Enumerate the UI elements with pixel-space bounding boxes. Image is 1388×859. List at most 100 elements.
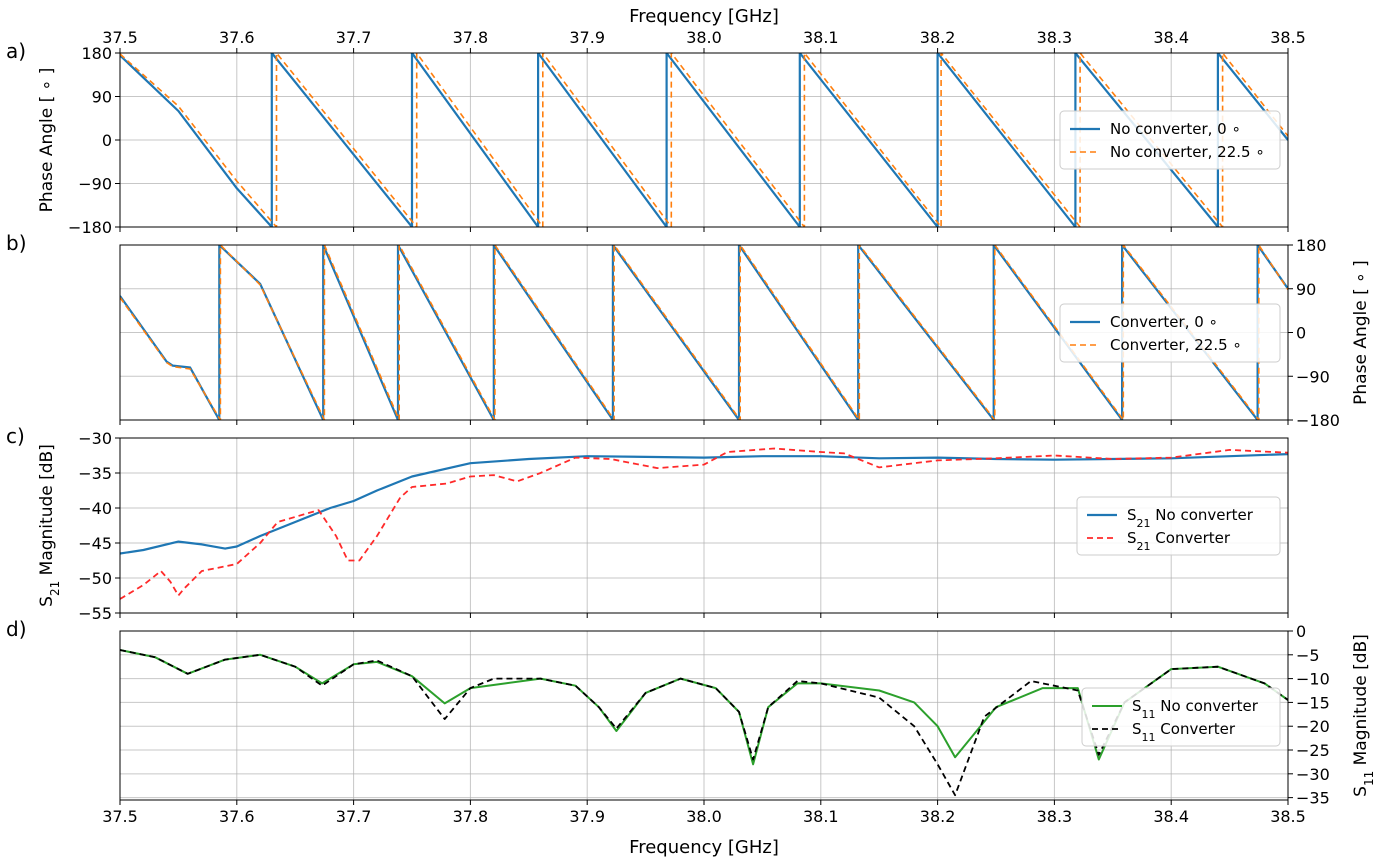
panel-1: 37.5 37.6 37.7 37.8 37.9 38.0 38.1 38.2 38.3 38.4… [6,28,1306,237]
y-axis-label: S21 Magnitude [dB] [37,444,62,607]
y-axis-label-sub: 21 [48,581,62,596]
legend-label-main: S [1132,720,1142,738]
y-axis-label: Phase Angle [ ∘ ] [1351,260,1371,405]
y-tick-label-1: −35 [78,464,112,483]
y-axis-label-main: S [1351,786,1371,797]
y-axis-label: Phase Angle [ ∘ ] [37,68,57,213]
y-tick-label-3: −45 [78,534,112,553]
legend-label-2: S21 Converter [1127,529,1231,553]
legend-box [1081,687,1281,747]
y-axis-label-sub: 11 [1362,771,1376,786]
legend-box [1059,303,1281,363]
y-axis-label-main: S [37,596,57,607]
y-tick-label-0: −30 [78,429,112,448]
y-tick-label-4: −50 [78,569,112,588]
legend-1: No converter, 0 ∘ No converter, 22.5 ∘ [1059,110,1281,170]
y-tick-label-3: −90 [78,175,112,194]
x-tick-label-top-3: 37.8 [453,28,489,47]
x-tick-label-top-7: 38.2 [920,28,956,47]
legend-2: Converter, 0 ∘ Converter, 22.5 ∘ [1059,303,1281,363]
y-tick-label-1: 90 [1296,280,1316,299]
legend-label-rest: Converter [1156,720,1236,738]
panel-3: −30−35−40−45−50−55c)S21 Magnitude [dB] S2… [6,424,1289,623]
legend-box [1059,110,1281,170]
y-tick-label-1: 90 [92,88,112,107]
x-tick-label-top-5: 38.0 [686,28,722,47]
panels: 37.5 37.6 37.7 37.8 37.9 38.0 38.1 38.2 38.3 38.4… [6,28,1376,826]
series-line-1-1 [120,53,1288,227]
x-tick-label-top-0: 37.5 [102,28,138,47]
x-tick-label-2: 37.7 [336,807,372,826]
panel-2: 180 90 0 −90 −180 b) Phase Angle [ ∘ ] Converte… [6,231,1371,430]
legend-label-rest: No converter [1156,697,1259,715]
series-group-1 [120,53,1288,227]
legend-label-sub: 21 [1137,540,1151,553]
y-tick-label-3: −90 [1296,367,1330,386]
legend-label-1: Converter, 0 ∘ [1110,313,1218,331]
series-line-3-1 [120,453,1288,555]
legend-label-sub: 11 [1142,708,1156,721]
series-line-1-2 [120,53,1288,227]
panel-label: b) [6,231,27,255]
x-tick-label-top-4: 37.9 [569,28,605,47]
legend-label-rest: No converter [1151,506,1254,524]
panel-label: c) [6,424,25,448]
x-tick-label-6: 38.1 [803,807,839,826]
x-tick-label-0: 37.5 [102,807,138,826]
legend-label-main: S [1132,697,1142,715]
y-axis-label-rest: Magnitude [dB] [1351,634,1371,771]
legend-label-2: Converter, 22.5 ∘ [1110,336,1242,354]
top-x-axis-label: Frequency [GHz] [629,6,779,27]
panel-label: d) [6,617,27,641]
x-tick-label-4: 37.9 [569,807,605,826]
y-tick-label-0: 180 [81,44,112,63]
x-tick-label-9: 38.4 [1153,807,1189,826]
x-tick-label-top-6: 38.1 [803,28,839,47]
panel-frame-2 [119,244,1289,421]
legend-box [1076,496,1281,556]
x-tick-label-top-10: 38.5 [1270,28,1306,47]
x-tick-label-top-8: 38.3 [1037,28,1073,47]
y-tick-label-4: −20 [1296,717,1330,736]
x-tick-label-3: 37.8 [453,807,489,826]
panel-frame-4 [119,630,1289,801]
series-group-2 [120,245,1288,420]
panel-4: 37.5 37.6 37.7 37.8 37.9 38.0 38.1 38.2 38.3 38.4… [6,617,1376,826]
y-axis-label-rest: Magnitude [dB] [37,444,57,581]
legend-label-main: S [1127,529,1137,547]
y-tick-label-2: 0 [1296,324,1306,343]
legend-label-rest: Converter [1151,529,1231,547]
series-group-4 [120,649,1288,797]
y-tick-label-6: −30 [1296,765,1330,784]
panel-frame-1 [119,52,1289,228]
x-tick-label-top-2: 37.7 [336,28,372,47]
y-tick-label-0: 0 [1296,622,1306,641]
legend-label-main: S [1127,506,1137,524]
legend-label-2: No converter, 22.5 ∘ [1110,143,1265,161]
legend-label-sub: 11 [1142,731,1156,744]
y-tick-label-2: 0 [102,131,112,150]
legend-label-1: No converter, 0 ∘ [1110,120,1241,138]
series-line-2-2 [120,245,1288,420]
x-tick-label-top-1: 37.6 [219,28,255,47]
x-tick-label-1: 37.6 [219,807,255,826]
x-tick-label-5: 38.0 [686,807,722,826]
y-tick-label-1: −5 [1296,646,1320,665]
x-tick-label-10: 38.5 [1270,807,1306,826]
y-tick-label-5: −55 [78,604,112,623]
y-tick-label-5: −25 [1296,741,1330,760]
y-tick-label-3: −15 [1296,693,1330,712]
y-tick-label-4: −180 [1296,411,1340,430]
series-line-3-2 [120,447,1288,600]
y-tick-label-7: −35 [1296,789,1330,808]
y-tick-label-0: 180 [1296,236,1327,255]
y-axis-label: S11 Magnitude [dB] [1351,634,1376,797]
legend-label-1: S21 No converter [1127,506,1254,530]
x-tick-label-8: 38.3 [1037,807,1073,826]
x-tick-label-7: 38.2 [920,807,956,826]
x-tick-label-top-9: 38.4 [1153,28,1189,47]
legend-label-sub: 21 [1137,517,1151,530]
